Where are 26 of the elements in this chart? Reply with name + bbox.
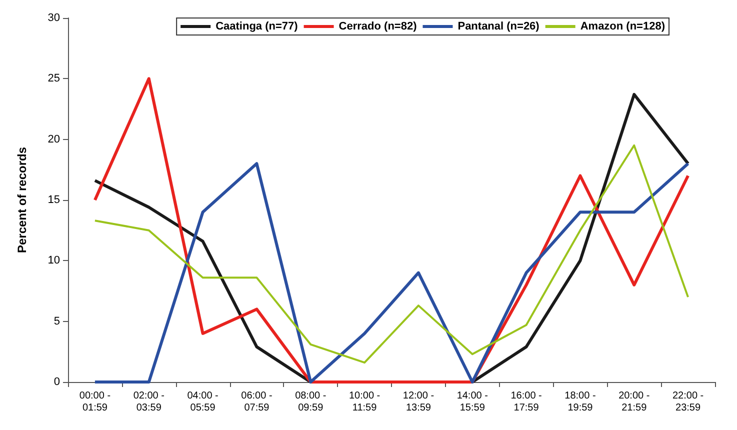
x-tick-label: 16:00 - 17:59 <box>510 390 542 414</box>
x-tick-label: 06:00 - 07:59 <box>241 390 272 414</box>
y-tick-label: 30 <box>48 12 60 24</box>
y-tick-label: 0 <box>54 376 60 388</box>
y-tick-label: 10 <box>48 254 60 267</box>
line-series <box>94 144 690 364</box>
legend-label: Cerrado (n=82) <box>338 20 418 32</box>
x-tick-label: 20:00 - 21:59 <box>618 390 650 414</box>
x-tick-label: 22:00 - 23:59 <box>672 390 704 414</box>
x-tick-label: 12:00 - 13:59 <box>402 390 434 414</box>
y-tick-label: 20 <box>48 133 60 146</box>
x-tick-label: 02:00 - 03:59 <box>133 390 164 414</box>
x-tick-label: 14:00 - 15:59 <box>456 390 488 414</box>
legend-label: Amazon (n=128) <box>580 20 666 32</box>
legend-label: Caatinga (n=77) <box>216 20 298 32</box>
x-tick-label: 08:00 - 09:59 <box>295 390 326 414</box>
x-tick-label: 18:00 - 19:59 <box>564 390 596 414</box>
y-tick-label: 25 <box>48 72 60 85</box>
x-tick-label: 00:00 - 01:59 <box>79 390 111 414</box>
y-axis-title: Percent of records <box>15 146 29 254</box>
y-tick-label: 5 <box>54 315 60 328</box>
y-tick-label: 15 <box>48 194 60 206</box>
legend-label: Pantanal (n=26) <box>458 20 540 32</box>
x-tick-label: 10:00 - 11:59 <box>348 390 380 414</box>
line-series <box>93 162 690 384</box>
x-tick-label: 04:00 - 05:59 <box>187 390 218 414</box>
